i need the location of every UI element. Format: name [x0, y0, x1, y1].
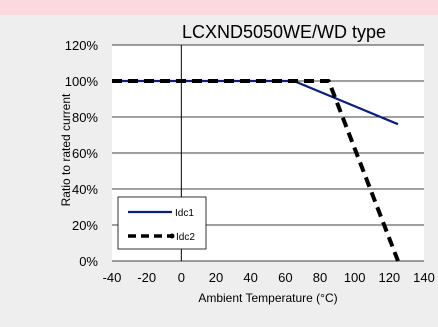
x-tick-label: 140: [413, 270, 435, 285]
x-tick-label: 0: [178, 270, 185, 285]
x-tick-label: 80: [313, 270, 327, 285]
legend-label-idc2: Idc2: [176, 232, 195, 243]
series-lines: [112, 79, 400, 262]
y-tick-label: 100%: [65, 74, 99, 89]
x-axis-title: Ambient Temperature (°C): [198, 291, 337, 305]
y-tick-label: 0%: [79, 254, 98, 269]
legend-box: [117, 196, 207, 250]
legend-marker-idc2: [169, 233, 175, 239]
x-tick-label: -20: [137, 270, 156, 285]
series-line-idc2: [112, 79, 400, 262]
y-tick-label: 60%: [72, 146, 98, 161]
top-band: [0, 0, 438, 15]
chart-title: LCXND5050WE/WD type: [182, 22, 386, 42]
x-tick-label: -40: [103, 270, 122, 285]
tick-labels: 0% 20% 40% 60% 80% 100% 120% -40 -20 0 20 40 60 80 100…: [65, 38, 435, 285]
x-tick-label: 40: [243, 270, 257, 285]
y-tick-label: 80%: [72, 110, 98, 125]
x-tick-label: 20: [209, 270, 223, 285]
x-tick-label: 100: [344, 270, 366, 285]
x-tick-label: 60: [278, 270, 292, 285]
y-tick-label: 120%: [65, 38, 99, 53]
legend: Idc1 Idc2: [117, 196, 207, 250]
y-axis-title: Ratio to rated current: [59, 93, 73, 206]
y-tick-label: 20%: [72, 218, 98, 233]
y-tick-label: 40%: [72, 182, 98, 197]
legend-label-idc1: Idc1: [175, 208, 194, 219]
x-tick-label: 120: [378, 270, 400, 285]
